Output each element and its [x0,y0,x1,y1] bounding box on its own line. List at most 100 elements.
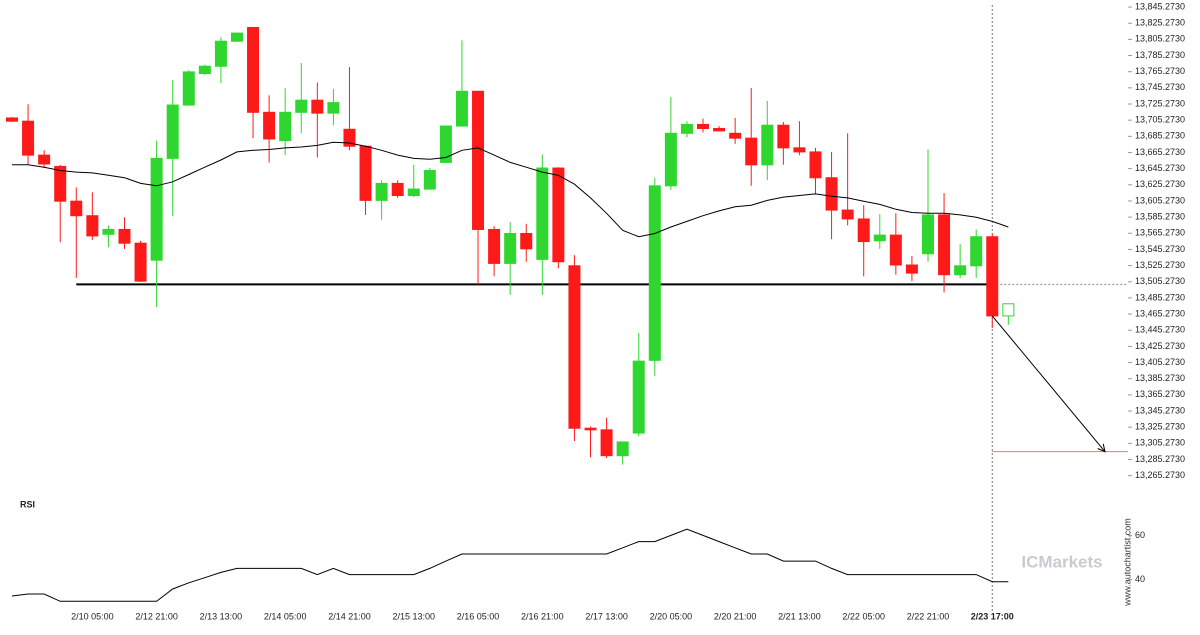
x-tick-label: 2/10 05:00 [71,611,114,621]
watermark: www.autochartist.com [1122,518,1132,607]
candle-body [905,264,918,274]
x-tick-label: 2/14 05:00 [264,611,307,621]
y-tick-label: 13,345.2730 [1135,405,1185,415]
candle-body [279,111,292,142]
candle-body [632,360,645,434]
y-tick-label: 13,505.2730 [1135,276,1185,286]
x-tick-label: 2/22 21:00 [907,611,950,621]
candle-body [680,123,693,134]
candle-body [455,90,468,127]
candle-body [38,154,51,165]
candle-body [664,132,677,187]
y-tick-label: 13,285.2730 [1135,454,1185,464]
y-tick-label: 13,665.2730 [1135,147,1185,157]
candle-body [729,132,742,139]
candle-body [118,228,131,244]
y-tick-label: 13,465.2730 [1135,308,1185,318]
candle-body [102,228,115,235]
x-tick-label: 2/13 13:00 [200,611,243,621]
candle-body [247,26,260,113]
y-tick-label: 13,565.2730 [1135,228,1185,238]
x-tick-label: 2/16 21:00 [521,611,564,621]
candle-body [86,215,99,237]
candle-body [857,218,870,243]
rsi-title: RSI [20,499,35,509]
candle-body [986,236,999,317]
y-tick-label: 13,625.2730 [1135,179,1185,189]
y-tick-label: 13,525.2730 [1135,260,1185,270]
y-tick-label: 13,845.2730 [1135,1,1185,11]
y-tick-label: 13,305.2730 [1135,438,1185,448]
candle-body [391,182,404,197]
candle-body [536,167,549,260]
candle-body [472,90,485,230]
candle-body [343,128,356,147]
x-tick-label: 2/23 17:00 [971,611,1014,621]
candle-body [970,236,983,267]
x-tick-label: 2/17 13:00 [585,611,628,621]
y-tick-label: 13,705.2730 [1135,115,1185,125]
y-tick-label: 13,545.2730 [1135,244,1185,254]
candle-body [423,169,436,190]
candle-body [809,151,822,179]
y-tick-label: 13,425.2730 [1135,341,1185,351]
rsi-tick-label: 40 [1135,574,1145,584]
candle-body [134,242,147,282]
candle-body [504,232,517,264]
candle-body [488,228,501,264]
x-tick-label: 2/14 21:00 [328,611,371,621]
candle-body [214,40,227,67]
candle-body [166,104,179,159]
y-tick-label: 13,365.2730 [1135,389,1185,399]
candle-body [295,99,308,113]
candle-body [777,124,790,149]
y-tick-label: 13,785.2730 [1135,50,1185,60]
candle-body [584,427,597,431]
candle-body [22,120,35,156]
y-tick-label: 13,585.2730 [1135,211,1185,221]
x-tick-label: 2/20 21:00 [714,611,757,621]
y-tick-label: 13,605.2730 [1135,195,1185,205]
candle-body [841,209,854,220]
candle-body [182,71,195,106]
forecast-arrow [991,315,1106,452]
candle-body [54,165,67,202]
x-tick-label: 2/12 21:00 [135,611,178,621]
candle-body [648,185,661,361]
rsi-tick-label: 60 [1135,530,1145,540]
candle-body [793,147,806,153]
brand: ICMarkets [1021,552,1102,571]
candle-body [439,125,452,163]
candle-body [954,265,967,276]
candle-body [520,232,533,250]
x-tick-label: 2/20 05:00 [650,611,693,621]
candle-body [889,234,902,266]
candle-body [552,167,565,263]
candle-body [600,429,613,457]
candle-body [327,102,340,114]
moving-average [12,141,1009,238]
y-tick-label: 13,725.2730 [1135,98,1185,108]
y-tick-label: 13,445.2730 [1135,325,1185,335]
candle-body [761,124,774,166]
candle-body [713,127,726,132]
y-tick-label: 13,385.2730 [1135,373,1185,383]
y-tick-label: 13,325.2730 [1135,422,1185,432]
x-tick-label: 2/21 13:00 [778,611,821,621]
x-tick-label: 2/22 05:00 [842,611,885,621]
candle-body [263,111,276,140]
candle-body [568,265,581,429]
candle-body [1002,303,1015,317]
candle-body [921,214,934,255]
candle-body [745,137,758,166]
candle-body [311,99,324,114]
candle-body [616,441,629,457]
arrow-head [1097,443,1106,453]
candle-body [697,123,710,129]
rsi-line [11,528,1009,602]
candle-body [359,145,372,201]
candle-body [375,182,388,201]
y-tick-label: 13,805.2730 [1135,34,1185,44]
y-tick-label: 13,405.2730 [1135,357,1185,367]
